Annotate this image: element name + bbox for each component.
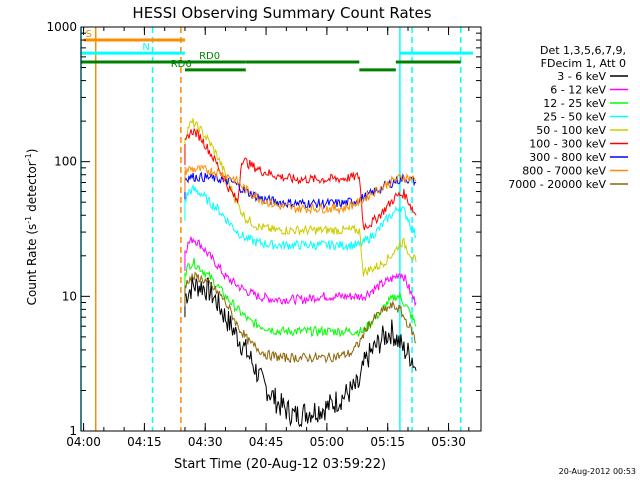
series-line [184,236,417,307]
y-tick-label: 10 [62,289,77,303]
chart-title: HESSI Observing Summary Count Rates [132,4,431,22]
legend-label: 7000 - 20000 keV [508,178,606,191]
flag-label: RD6 [171,59,192,70]
plot-frame [80,26,482,432]
legend-label: 800 - 7000 keV [522,165,606,178]
y-tick-label: 100 [54,155,77,169]
x-tick-label: 04:30 [188,435,223,449]
flag-label: N [142,42,149,53]
x-tick-label: 04:00 [66,435,101,449]
y-tick-label: 1 [69,424,77,438]
x-tick-label: 05:00 [310,435,345,449]
flag-label: RD0 [199,51,220,62]
series-line [184,127,417,231]
legend-label: 6 - 12 keV [550,84,606,97]
legend-label: 300 - 800 keV [529,151,606,164]
y-tick-label: 1000 [46,20,77,34]
series-line [184,258,417,338]
x-tick-label: 05:30 [431,435,466,449]
timestamp: 20-Aug-2012 00:53 [559,467,636,476]
x-tick-label: 04:45 [249,435,284,449]
legend-header: Det 1,3,5,6,7,9, [540,44,626,57]
x-tick-label: 05:15 [370,435,405,449]
series-line [184,171,417,210]
x-tick-label: 04:15 [127,435,162,449]
series-line [184,164,417,215]
y-axis-label-part: -1 [24,216,33,224]
x-axis-label: Start Time (20-Aug-12 03:59:22) [174,457,386,472]
y-axis-label-part: detector [25,161,39,216]
legend-label: 3 - 6 keV [557,70,606,83]
y-axis-label-part: -1 [24,153,33,161]
legend-label: 100 - 300 keV [529,138,606,151]
series-line [184,271,417,364]
series-line [184,118,417,277]
legend: Det 1,3,5,6,7,9, FDecim 1, Att 0 3 - 6 k… [508,44,628,191]
legend-label: 50 - 100 keV [536,124,606,137]
y-axis-label-part: Count Rate (s [25,224,39,306]
legend-header: FDecim 1, Att 0 [541,57,626,70]
legend-label: 12 - 25 keV [543,97,606,110]
y-axis-label: Count Rate (s-1 detector-1) [24,149,39,306]
flag-label: S [86,29,92,40]
legend-label: 25 - 50 keV [543,111,606,124]
y-axis-label-part: ) [25,149,39,154]
series-line [184,277,417,428]
series-line [184,184,417,252]
